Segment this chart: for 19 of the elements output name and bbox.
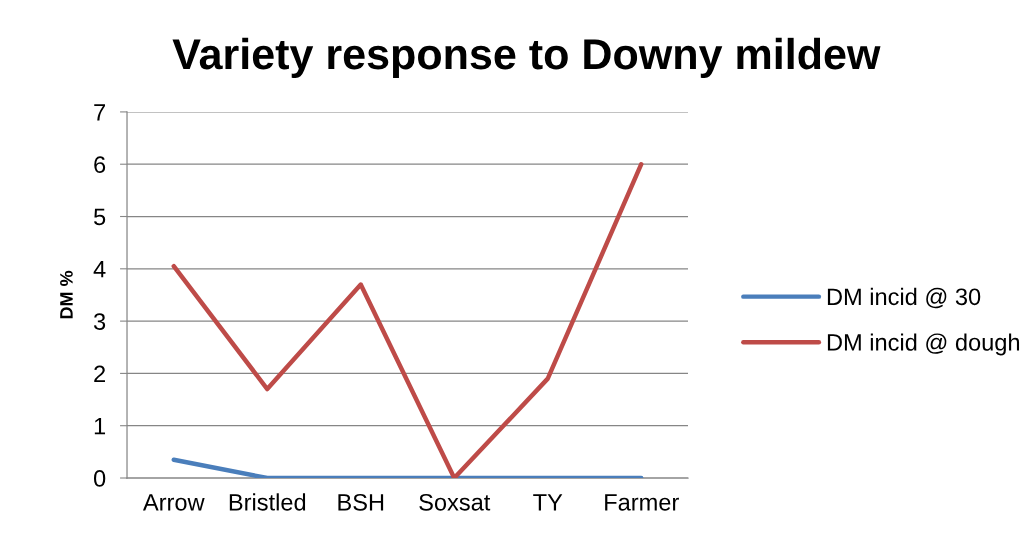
y-tick-label: 1 xyxy=(94,418,106,435)
legend-label: DM incid @ dough xyxy=(827,333,1020,356)
x-tick-label: BSH xyxy=(338,493,384,511)
x-tick-label: Soxsat xyxy=(419,493,491,511)
y-tick-label: 7 xyxy=(94,104,105,121)
x-tick-label: Bristled xyxy=(229,493,306,511)
line-series xyxy=(171,162,644,478)
y-tick-label: 4 xyxy=(93,261,106,278)
y-tick-label: 3 xyxy=(93,313,106,330)
y-tick-label: 2 xyxy=(94,365,105,382)
y-tick-label: 0 xyxy=(93,470,106,487)
y-axis-title: DM % xyxy=(60,270,73,319)
x-tick-label: Farmer xyxy=(605,494,679,511)
y-tick-label: 5 xyxy=(93,208,106,226)
chart-title: Variety response to Downy mildew xyxy=(172,37,881,78)
x-tick-label: Arrow xyxy=(142,494,205,511)
x-tick-label: TY xyxy=(533,494,563,511)
y-tick-label: 6 xyxy=(94,156,106,173)
legend-label: DM incid @ 30 xyxy=(827,287,981,309)
